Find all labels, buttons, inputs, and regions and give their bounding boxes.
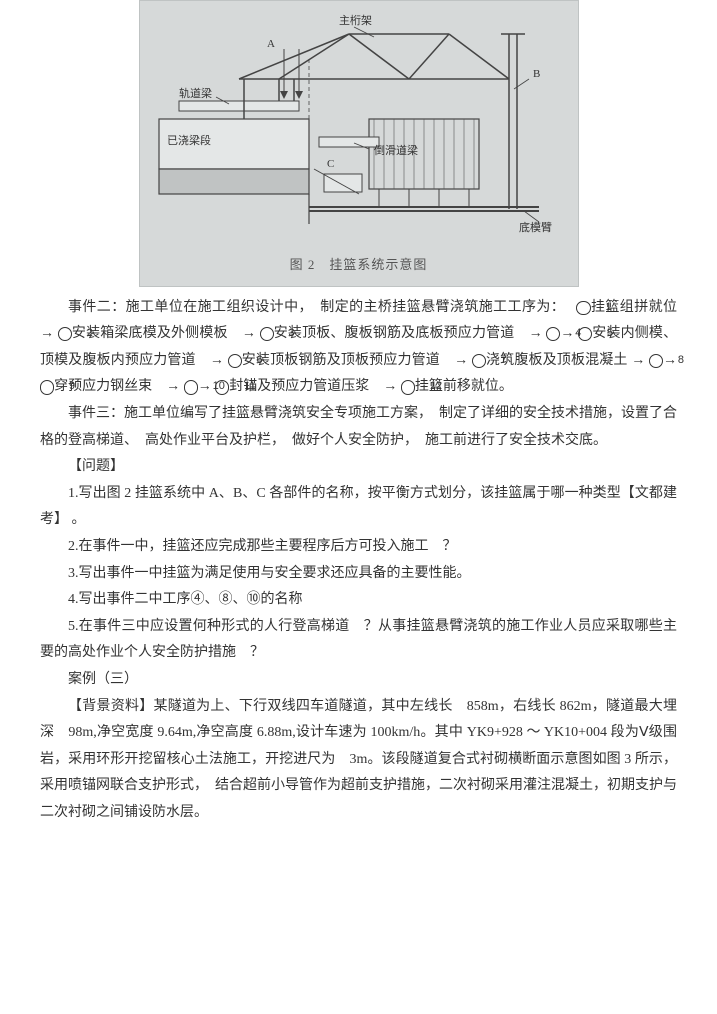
case3-title: 案例（三） xyxy=(40,667,677,694)
label-C: C xyxy=(327,158,334,170)
questions-header: 【问题】 xyxy=(40,454,677,481)
question-1: 1.写出图 2 挂篮系统中 A、B、C 各部件的名称，按平衡方式划分，该挂篮属于… xyxy=(40,481,677,534)
seq-10: → xyxy=(198,379,212,394)
event2-prefix: 事件二：施工单位在施工组织设计中， 制定的主桥挂篮悬臂浇筑施工工序为： xyxy=(68,300,573,315)
label-track-beam: 轨道梁 xyxy=(179,86,212,100)
label-bottom-form-arm: 底模臂 xyxy=(519,220,552,234)
label-main-truss: 主桁架 xyxy=(339,13,372,27)
figure-2-box: 主桁架 A B 轨道梁 已浇梁段 倒滑道梁 C 底模臂 图 2 挂篮系统示意图 xyxy=(139,0,579,287)
circled-9: 9 xyxy=(40,380,54,394)
label-cast-segment: 已浇梁段 xyxy=(167,133,211,147)
case3-body: 【背景资料】某隧道为上、下行双线四车道隧道，其中左线长 858m，右线长 862… xyxy=(40,694,677,827)
circled-6: 6 xyxy=(228,354,242,368)
seq-4: → xyxy=(560,326,574,341)
question-4: 4.写出事件二中工序④、⑧、⑩的名称 xyxy=(40,587,677,614)
question-3: 3.写出事件一中挂篮为满足使用与安全要求还应具备的主要性能。 xyxy=(40,561,677,588)
seq-6: 安装顶板钢筋及顶板预应力管道 → xyxy=(242,353,469,368)
circled-4: 4 xyxy=(546,327,560,341)
circled-3: 3 xyxy=(260,327,274,341)
circled-1: 1 xyxy=(576,301,590,315)
event2-paragraph: 事件二：施工单位在施工组织设计中， 制定的主桥挂篮悬臂浇筑施工工序为： 1挂篮组… xyxy=(40,295,677,401)
seq-12: 挂篮前移就位。 xyxy=(415,379,513,394)
label-B: B xyxy=(533,68,540,80)
seq-11: 封锚及预应力管道压浆 → xyxy=(229,379,397,394)
figure-2-container: 主桁架 A B 轨道梁 已浇梁段 倒滑道梁 C 底模臂 图 2 挂篮系统示意图 xyxy=(40,0,677,287)
circled-8: 8 xyxy=(649,354,663,368)
circled-11: 11 xyxy=(215,380,229,394)
circled-5: 5 xyxy=(578,327,592,341)
seq-7: 浇筑腹板及顶板混凝土 → xyxy=(486,353,645,368)
circled-12: 12 xyxy=(401,380,415,394)
circled-2: 2 xyxy=(58,327,72,341)
seq-2: 安装箱梁底模及外侧模板 → xyxy=(72,326,256,341)
circled-7: 7 xyxy=(472,354,486,368)
label-slideway-beam: 倒滑道梁 xyxy=(374,143,418,157)
event3-paragraph: 事件三：施工单位编写了挂篮悬臂浇筑安全专项施工方案， 制定了详细的安全技术措施，… xyxy=(40,401,677,454)
figure-2-caption: 图 2 挂篮系统示意图 xyxy=(148,253,570,278)
figure-2-diagram: 主桁架 A B 轨道梁 已浇梁段 倒滑道梁 C 底模臂 xyxy=(148,9,570,249)
circled-10: 10 xyxy=(184,380,198,394)
question-2: 2.在事件一中，挂篮还应完成那些主要程序后方可投入施工 ？ xyxy=(40,534,677,561)
seq-9: 穿预应力钢丝束 → xyxy=(54,379,180,394)
question-5: 5.在事件三中应设置何种形式的人行登高梯道 ？从事挂篮悬臂浇筑的施工作业人员应采… xyxy=(40,614,677,667)
label-A: A xyxy=(267,38,275,50)
seq-3: 安装顶板、腹板钢筋及底板预应力管道 → xyxy=(274,326,543,341)
seq-8: → xyxy=(663,353,677,368)
